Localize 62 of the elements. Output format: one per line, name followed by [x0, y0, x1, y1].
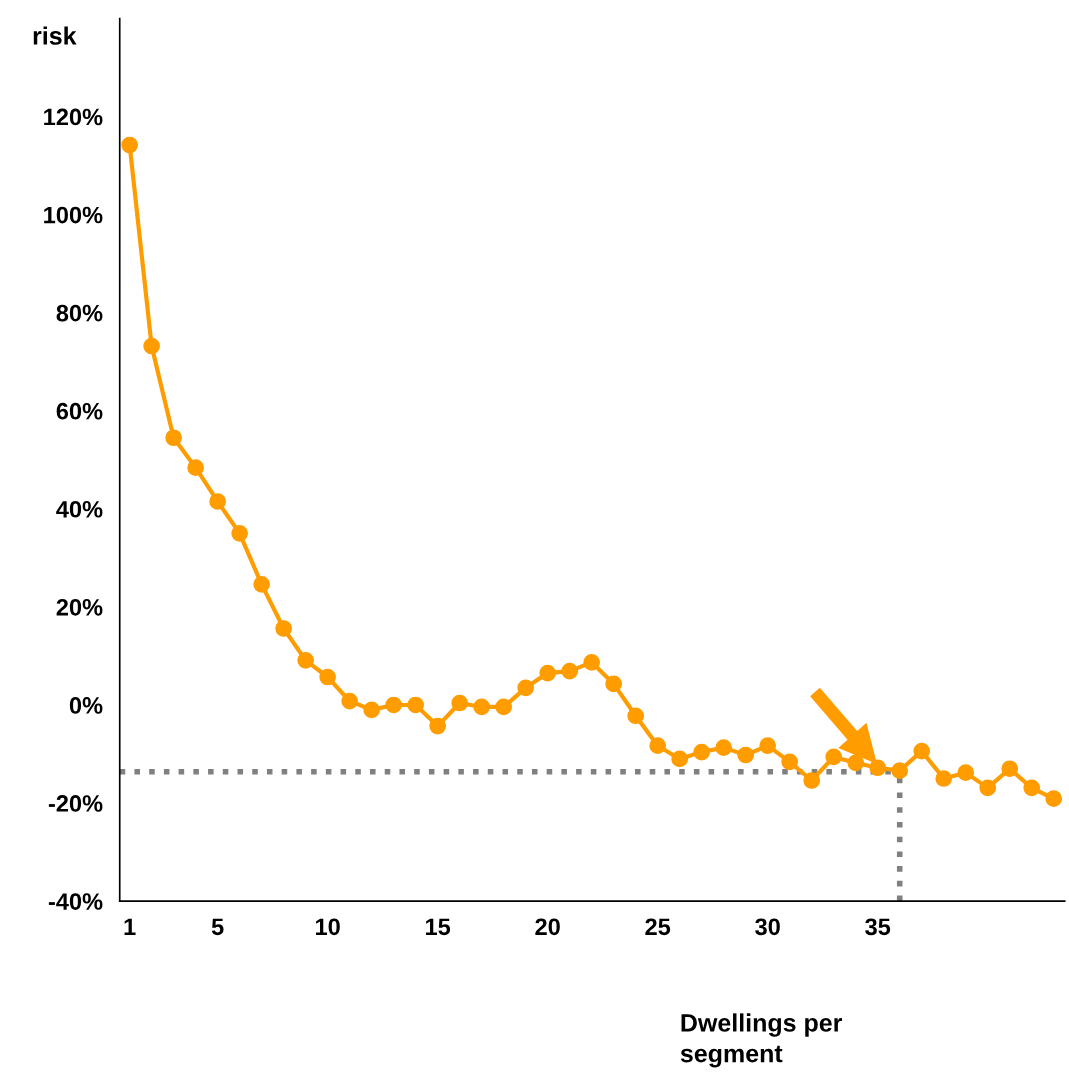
- point: [1001, 760, 1019, 778]
- point: [627, 707, 645, 725]
- point: [781, 753, 799, 771]
- y-axis-title: risk: [33, 26, 77, 45]
- x-tick-label: 30: [755, 918, 780, 936]
- point: [429, 717, 446, 735]
- point: [979, 779, 997, 797]
- y-tick-label: 60%: [56, 402, 103, 420]
- point: [561, 662, 579, 680]
- point: [297, 652, 314, 669]
- point: [121, 136, 138, 154]
- point: [693, 743, 711, 761]
- point: [407, 696, 424, 714]
- x-tick-label: 5: [211, 918, 224, 936]
- point: [275, 620, 292, 637]
- point: [869, 759, 887, 777]
- point: [737, 746, 755, 764]
- y-tick-label: 80%: [56, 304, 103, 322]
- point: [517, 679, 535, 697]
- x-tick-label: 15: [426, 918, 451, 936]
- y-tick-label: 100%: [44, 206, 103, 224]
- point: [165, 429, 182, 447]
- point: [385, 696, 402, 714]
- point: [319, 668, 336, 686]
- point: [473, 698, 490, 716]
- point: [847, 754, 865, 772]
- x-tick-label: 35: [865, 918, 891, 936]
- point: [935, 770, 953, 787]
- x-tick-label: 20: [535, 918, 560, 936]
- point: [803, 772, 821, 789]
- point: [1023, 779, 1041, 797]
- x-tick-label: 1: [124, 918, 136, 935]
- point: [583, 653, 601, 671]
- x-tick-label: 25: [645, 918, 671, 936]
- x-tick-label: 10: [316, 918, 340, 936]
- point: [891, 762, 909, 780]
- point: [187, 459, 204, 476]
- point: [143, 337, 160, 355]
- point: [605, 675, 623, 693]
- point: [759, 737, 777, 755]
- y-tick-label: 120%: [44, 108, 103, 126]
- point: [671, 750, 689, 768]
- point: [957, 764, 975, 781]
- point: [341, 692, 358, 710]
- point: [825, 748, 843, 766]
- point: [715, 739, 733, 756]
- y-tick-label: -20%: [48, 795, 103, 812]
- y-tick-label: 20%: [56, 598, 103, 616]
- point: [649, 737, 667, 755]
- point: [451, 694, 468, 712]
- point: [913, 742, 931, 760]
- point: [495, 698, 513, 716]
- y-tick-label: 0%: [69, 697, 103, 714]
- point: [363, 701, 380, 719]
- x-axis-title: Dwellings per segment: [680, 1013, 843, 1068]
- y-tick-label: 40%: [56, 500, 103, 518]
- point: [231, 525, 248, 542]
- point: [1045, 790, 1063, 807]
- point: [209, 493, 226, 510]
- point: [539, 664, 557, 682]
- y-tick-label: -40%: [48, 893, 103, 910]
- point: [253, 576, 270, 593]
